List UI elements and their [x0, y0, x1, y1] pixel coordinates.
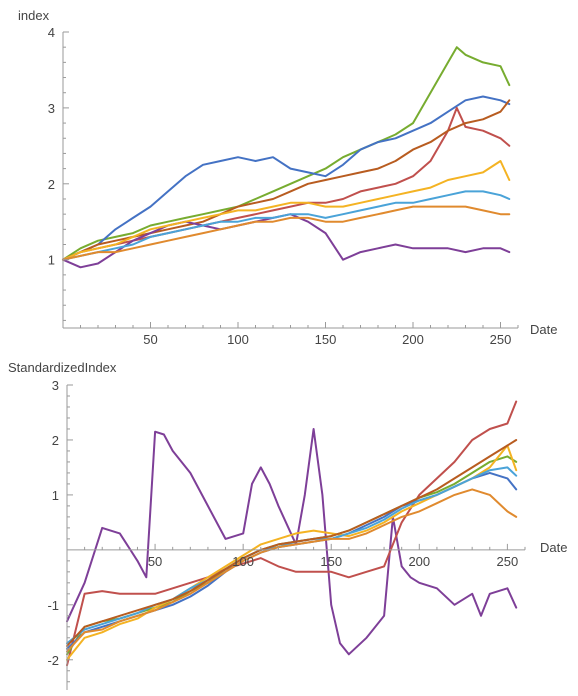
chart1-x-axis-label: Date — [530, 322, 557, 337]
chart1-series-line-8 — [62, 205, 511, 261]
chart2-series-line-8 — [66, 439, 518, 647]
chart2-y-tick-label: 3 — [52, 378, 59, 393]
chart2-y-tick-label: -1 — [47, 598, 59, 613]
chart1-y-tick-label: 2 — [48, 177, 55, 192]
chart2-y-tick-label: 1 — [52, 488, 59, 503]
chart2-series-line-7 — [66, 488, 518, 653]
chart1-x-tick-label: 150 — [315, 332, 337, 347]
chart2-y-tick-label: -2 — [47, 653, 59, 668]
chart2-series-line-4 — [66, 471, 518, 650]
chart2-series-line-2 — [66, 400, 518, 667]
chart2-series-line-5 — [66, 444, 518, 661]
chart1-y-tick-label: 3 — [48, 101, 55, 116]
chart1-series-line-4 — [62, 99, 511, 261]
chart1-x-tick-label: 100 — [227, 332, 249, 347]
chart2-x-axis-label: Date — [540, 540, 567, 555]
chart1-x-tick-label: 200 — [402, 332, 424, 347]
chart2-x-tick-label: 200 — [408, 554, 430, 569]
chart1-x-tick-label: 250 — [490, 332, 512, 347]
chart1-series-line-3 — [62, 106, 511, 261]
chart1-series-line-6 — [62, 160, 511, 261]
chart2-x-tick-label: 100 — [232, 554, 254, 569]
chart2-y-tick-label: 2 — [52, 433, 59, 448]
chart1-series-line-1 — [62, 46, 511, 261]
chart1-series-line-2 — [62, 95, 511, 261]
chart2-x-tick-label: 150 — [320, 554, 342, 569]
chart1-x-tick-label: 50 — [143, 332, 157, 347]
chart2-y-axis-label: StandardizedIndex — [8, 360, 117, 375]
chart2-series-line-1 — [66, 428, 518, 656]
chart2-x-tick-label: 50 — [148, 554, 162, 569]
chart2-x-tick-label: 250 — [497, 554, 519, 569]
chart1-y-tick-label: 4 — [48, 25, 55, 40]
chart1-series-line-7 — [62, 190, 511, 261]
chart1-y-axis-label: index — [18, 8, 50, 23]
chart1-y-tick-label: 1 — [48, 253, 55, 268]
